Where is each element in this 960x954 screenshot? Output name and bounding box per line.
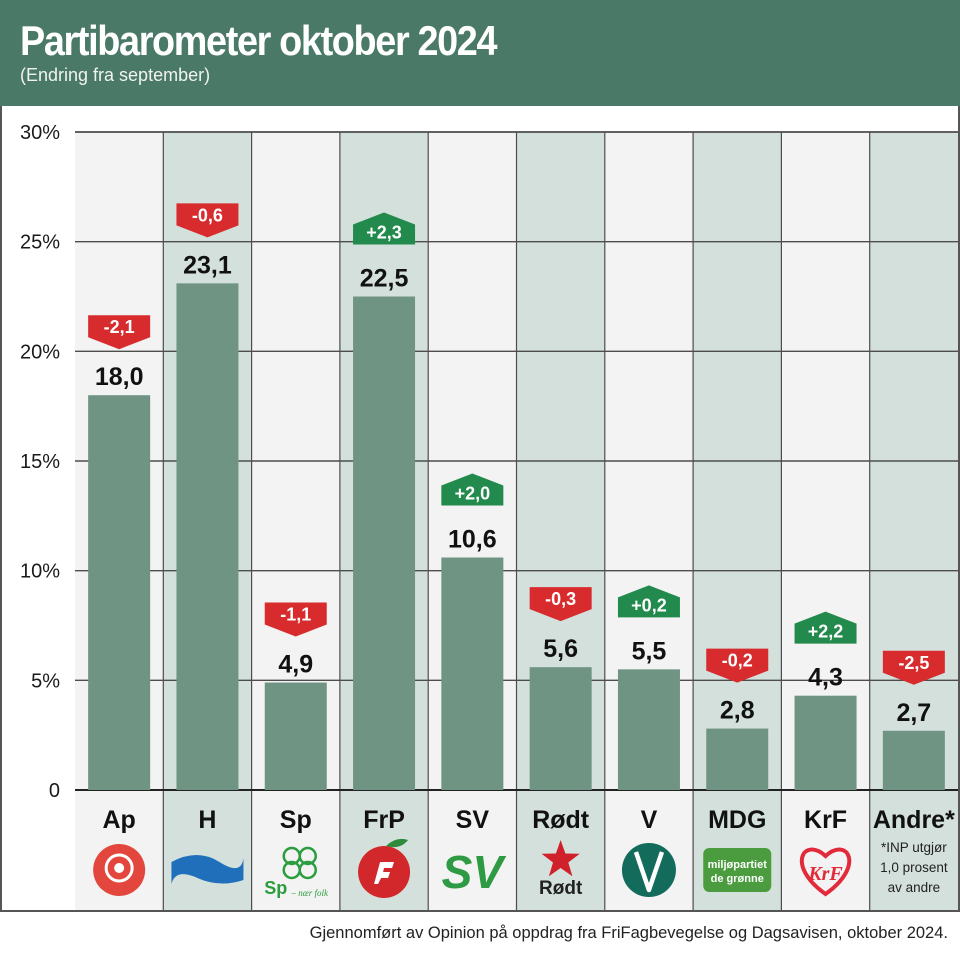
bar-KrF [794, 695, 857, 790]
chart-frame [0, 106, 960, 912]
y-tick-label: 0 [49, 780, 60, 802]
frp-leaf-icon [386, 838, 409, 848]
change-badge-up [353, 212, 416, 245]
column-background [869, 132, 958, 910]
change-badge-down [529, 587, 592, 622]
change-badge-down [264, 602, 327, 637]
value-label: 4,9 [278, 651, 313, 679]
frp-f-icon [374, 862, 395, 884]
krf-logo-text: KrF [807, 863, 843, 885]
rodt-logo-text: Rødt [539, 878, 583, 899]
chart-subtitle: (Endring fra september) [20, 65, 211, 85]
bar-H [176, 283, 239, 790]
column-background [781, 132, 870, 910]
bar-V [617, 669, 680, 790]
mdg-logo-icon [703, 848, 772, 892]
chart-title: Partibarometer oktober 2024 [20, 17, 498, 64]
sp-logo-text: Sp [264, 878, 287, 898]
change-badge-down [88, 315, 151, 350]
value-label: 5,5 [632, 637, 667, 665]
change-label: -2,5 [898, 653, 929, 673]
sv-logo-text: SV [442, 846, 507, 898]
y-tick-label: 25% [20, 232, 60, 254]
andre-footnote-line: 1,0 prosent [880, 860, 948, 875]
krf-heart-icon [799, 847, 852, 897]
andre-footnote-line: av andre [888, 880, 941, 895]
category-label: Ap [102, 806, 135, 834]
venstre-v-icon [633, 851, 665, 893]
category-label: SV [456, 806, 490, 834]
y-tick-label: 5% [31, 670, 60, 692]
sp-clover-icon [298, 846, 317, 866]
change-label: +2,0 [455, 484, 491, 504]
column-background [516, 132, 605, 910]
column-background [428, 132, 517, 910]
y-tick-label: 30% [20, 122, 60, 144]
value-label: 23,1 [183, 251, 232, 279]
bar-Ap [88, 395, 151, 790]
sp-logo-slogan: – nær folk [290, 888, 329, 898]
category-label: V [641, 806, 658, 834]
y-tick-label: 20% [20, 341, 60, 363]
change-label: -1,1 [280, 605, 311, 625]
source-credit: Gjennomført av Opinion på oppdrag fra Fr… [309, 924, 948, 942]
value-label: 4,3 [808, 664, 843, 692]
bar-Sp [264, 682, 327, 790]
value-label: 18,0 [95, 363, 144, 391]
change-label: -2,1 [104, 317, 135, 337]
bar-SV [441, 557, 504, 790]
change-badge-up [617, 585, 680, 618]
change-label: +2,2 [808, 622, 844, 642]
category-label: FrP [363, 806, 405, 834]
category-label: Sp [280, 806, 312, 834]
rodt-star-icon [541, 840, 580, 877]
y-tick-label: 15% [20, 451, 60, 473]
category-label: Andre* [873, 806, 955, 834]
mdg-logo-text-2: de grønne [711, 873, 764, 885]
value-label: 2,7 [896, 699, 931, 727]
bar-Andre* [882, 730, 945, 790]
change-badge-down [176, 203, 239, 238]
bar-Rødt [529, 667, 592, 790]
column-background [693, 132, 782, 910]
andre-footnote-line: *INP utgjør [881, 840, 947, 855]
change-badge-up [794, 611, 857, 644]
change-label: -0,3 [545, 589, 576, 609]
category-label: KrF [804, 806, 847, 834]
value-label: 5,6 [543, 635, 578, 663]
hoyre-flag-icon [171, 855, 244, 884]
column-background [604, 132, 694, 910]
y-tick-label: 10% [20, 561, 60, 583]
mdg-logo-text-1: miljøpartiet [708, 859, 768, 871]
change-badge-down [882, 650, 945, 685]
category-label: MDG [708, 806, 766, 834]
value-label: 2,8 [720, 697, 755, 725]
category-label: H [198, 806, 216, 834]
bar-FrP [353, 296, 416, 790]
change-badge-down [706, 648, 769, 683]
change-label: +2,3 [366, 223, 402, 243]
ap-rose-petal-icon [104, 853, 134, 883]
category-label: Rødt [532, 806, 590, 834]
bar-chart: 0 5% 10% 15% 20% 25% 30% 18,0 -2,1 Ap 23,1 -0,6 H 4,9… [20, 122, 958, 910]
change-badge-up [441, 473, 504, 506]
change-label: -0,6 [192, 205, 223, 225]
change-label: -0,2 [722, 651, 753, 671]
value-label: 22,5 [360, 265, 409, 293]
chart-header: Partibarometer oktober 2024 (Endring fra… [0, 0, 960, 106]
ap-rose-center-icon [114, 863, 125, 873]
change-label: +0,2 [631, 595, 667, 615]
bar-MDG [706, 728, 769, 790]
value-label: 10,6 [448, 526, 497, 554]
sp-clover-icon [298, 860, 317, 880]
column-background [251, 132, 340, 910]
